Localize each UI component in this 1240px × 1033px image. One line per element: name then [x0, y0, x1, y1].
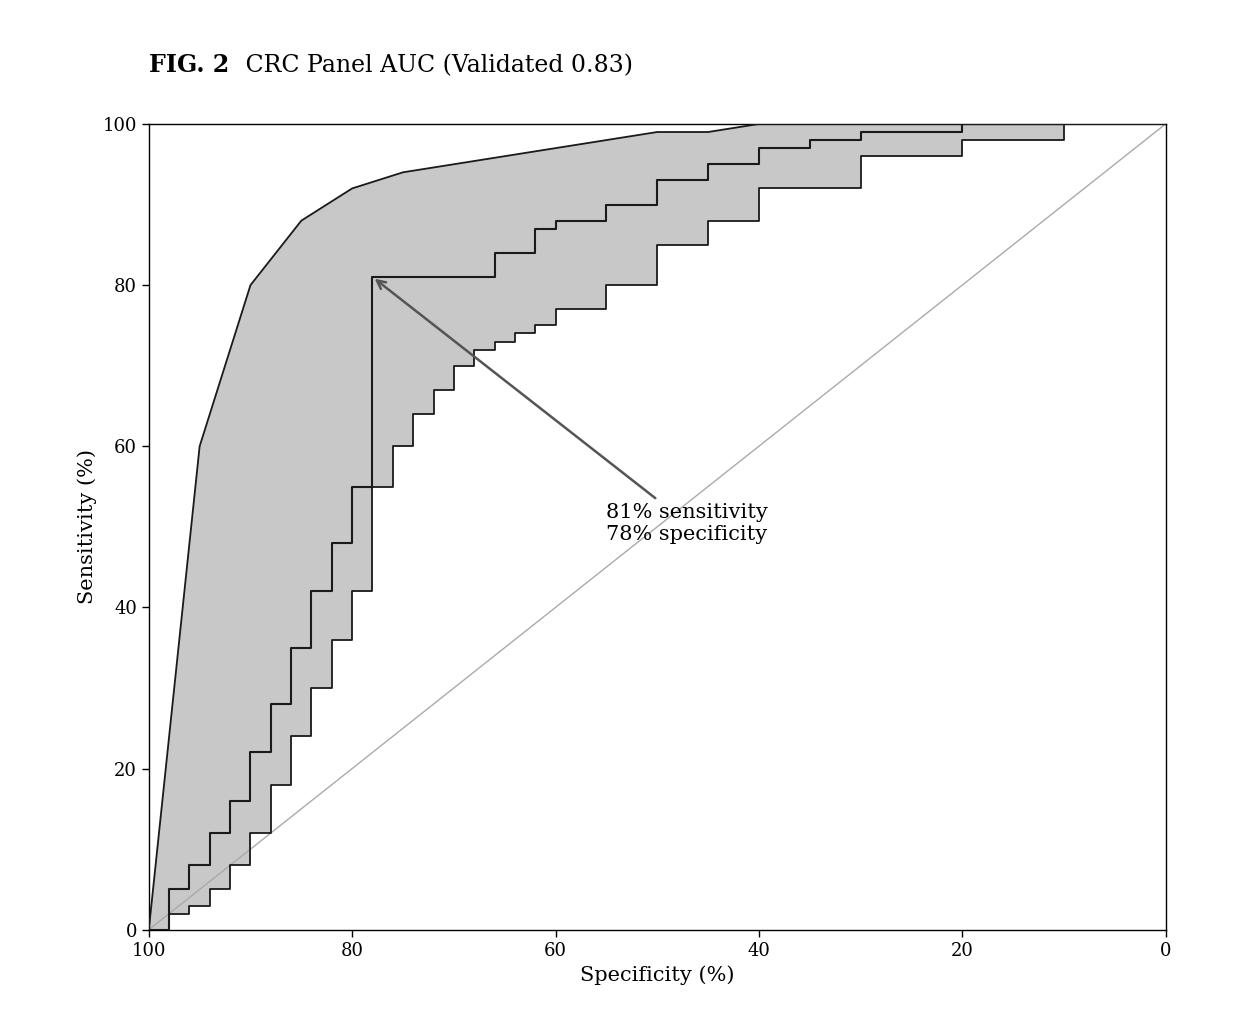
Text: FIG. 2: FIG. 2: [149, 54, 229, 77]
Y-axis label: Sensitivity (%): Sensitivity (%): [77, 449, 97, 604]
X-axis label: Specificity (%): Specificity (%): [580, 965, 734, 984]
Text: CRC Panel AUC (Validated 0.83): CRC Panel AUC (Validated 0.83): [238, 55, 634, 77]
Polygon shape: [149, 124, 1166, 930]
Text: 81% sensitivity
78% specificity: 81% sensitivity 78% specificity: [377, 281, 769, 543]
